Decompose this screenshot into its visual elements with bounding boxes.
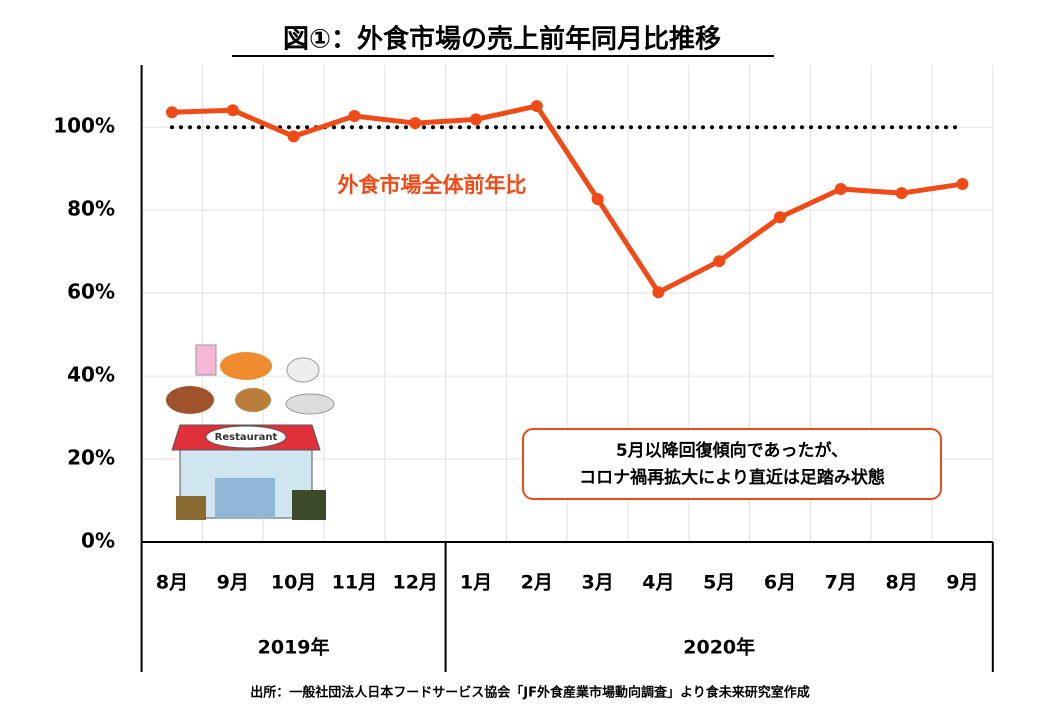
data-point: [287, 130, 300, 143]
data-point: [226, 104, 239, 117]
group-label: 2019年: [258, 636, 330, 659]
x-tick-label: 9月: [946, 572, 978, 594]
series-label: 外食市場全体前年比: [338, 173, 527, 197]
data-point: [591, 192, 604, 205]
series-line: [171, 103, 963, 295]
x-tick-label: 1月: [460, 572, 492, 594]
y-tick-label: 40%: [67, 363, 115, 387]
data-point: [774, 211, 786, 224]
x-tick-label: 7月: [825, 572, 857, 594]
data-point: [652, 286, 665, 299]
data-point: [895, 187, 908, 200]
x-tick-label: 8月: [156, 572, 188, 594]
data-point: [348, 110, 361, 123]
x-tick-label: 9月: [217, 572, 249, 594]
data-point: [530, 100, 543, 113]
x-tick-label: 12月: [392, 572, 437, 594]
data-point: [166, 106, 178, 119]
data-point: [713, 255, 726, 268]
x-tick-label: 8月: [885, 572, 917, 594]
y-tick-label: 0%: [81, 529, 115, 553]
source: 出所：一般社団法人日本フードサービス協会「JF外食産業市場動向調査」より食未来研…: [250, 685, 809, 701]
x-tick-label: 10月: [271, 572, 316, 594]
svg-text:Restaurant: Restaurant: [215, 432, 278, 443]
chart-title: 図①：外食市場の売上前年同月比推移: [283, 24, 721, 55]
y-tick-label: 20%: [67, 446, 115, 470]
x-tick-label: 6月: [764, 572, 796, 594]
illustration: Restaurant: [166, 344, 335, 520]
y-tick-label: 60%: [67, 280, 115, 304]
x-tick-label: 11月: [332, 572, 377, 594]
x-tick-label: 3月: [581, 572, 613, 594]
data-point: [956, 178, 969, 191]
annotation-box: [522, 428, 942, 500]
annotation-line: コロナ禍再拡大により直近は足踏み状態: [579, 467, 885, 488]
annotation-line: 5月以降回復傾向であったが、: [616, 440, 848, 461]
x-tick-label: 5月: [703, 572, 735, 594]
group-label: 2020年: [683, 636, 755, 659]
y-tick-label: 80%: [67, 197, 115, 221]
data-point: [834, 183, 847, 196]
x-tick-label: 4月: [642, 572, 674, 594]
x-tick-label: 2月: [521, 572, 553, 594]
data-point: [409, 117, 422, 130]
y-tick-label: 100%: [53, 114, 115, 138]
data-point: [470, 113, 482, 126]
